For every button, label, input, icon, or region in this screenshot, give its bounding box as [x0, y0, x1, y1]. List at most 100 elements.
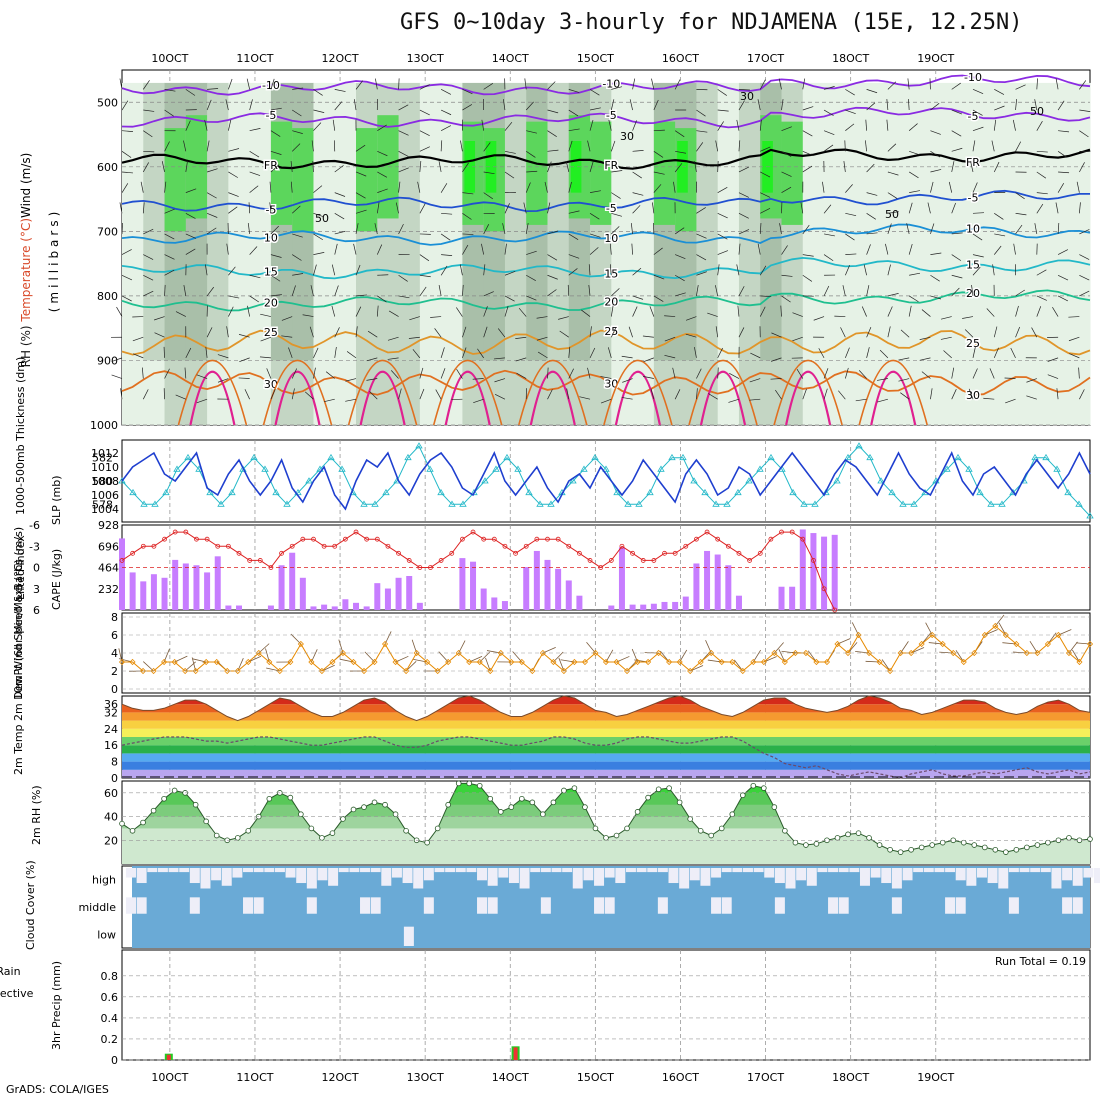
rh-cell	[866, 82, 889, 361]
wind-barb	[1004, 377, 1016, 379]
isotherm-label: 10	[604, 232, 618, 245]
wind-barb	[909, 272, 921, 276]
wind-barb	[951, 254, 962, 261]
cloud-high-gap	[232, 868, 243, 878]
wind-barb	[270, 150, 282, 155]
wind-barb	[845, 253, 857, 255]
rh-point	[655, 786, 662, 793]
lifted-index-point	[789, 529, 795, 535]
rh-cell-low	[419, 360, 442, 425]
cloud-mid-gap	[253, 897, 264, 914]
rh-cell-low	[377, 360, 400, 425]
thickness-point	[162, 488, 170, 496]
wind-barb	[993, 245, 1002, 255]
cloud-high-gap	[572, 868, 583, 889]
cloud-high-gap	[636, 868, 647, 873]
rh-cell	[994, 82, 1017, 361]
wind-barb	[419, 109, 430, 116]
wind-barb	[962, 316, 974, 319]
wind-barb	[249, 295, 260, 303]
temp-line	[121, 695, 1091, 722]
cape-bar	[395, 577, 402, 610]
wind-barb	[845, 265, 850, 276]
thickness-tick: 580	[92, 475, 113, 488]
lifted-index-point	[640, 558, 646, 563]
wind-barb	[664, 354, 676, 359]
cloud-high-gap	[647, 868, 658, 873]
rh-point	[782, 827, 788, 834]
wind-barb	[1036, 306, 1042, 317]
wind-barb	[313, 367, 316, 379]
wind-barb	[334, 327, 340, 338]
wind-barb	[1036, 150, 1048, 153]
wind-barb	[908, 295, 919, 303]
surface-wind-barb	[752, 649, 761, 663]
cloud-high-gap	[381, 868, 392, 886]
cloud-high-gap	[328, 868, 339, 886]
wind-barb	[898, 378, 910, 382]
rh-cell	[951, 82, 974, 361]
rh-cell-peak	[570, 141, 582, 193]
cloud-high-gap	[211, 868, 222, 881]
rh-cell	[441, 82, 463, 361]
wind-barb	[991, 140, 995, 152]
thickness-point	[459, 500, 467, 507]
wind-barb	[611, 226, 620, 235]
wind-barb	[770, 357, 782, 362]
wind-barb	[1057, 295, 1069, 302]
wind-barb	[921, 371, 931, 379]
wind-barb	[346, 351, 357, 359]
wind-barb	[270, 130, 281, 137]
cape-bar	[608, 605, 615, 610]
wind-barb	[717, 186, 728, 193]
wind-barb	[930, 388, 933, 400]
rh-point	[434, 825, 441, 832]
cloud-high-gap	[306, 868, 317, 889]
cape-bar	[129, 572, 136, 610]
rh-point	[908, 846, 914, 853]
rh-cell-low	[547, 360, 570, 425]
wind-barb	[142, 202, 145, 214]
cape-bar	[533, 550, 540, 610]
rh-point	[666, 785, 672, 791]
wind-barb	[398, 167, 409, 173]
wind-barb	[355, 171, 367, 177]
cape-bar	[501, 601, 508, 610]
isotherm-label: 30	[264, 378, 278, 391]
thickness-point	[998, 500, 1006, 507]
wind-barb	[968, 388, 974, 400]
wind-barb	[504, 121, 513, 131]
rh-point	[739, 792, 746, 799]
isotherm-label: 20	[264, 296, 278, 309]
wind-barb	[1026, 378, 1037, 383]
wind-barb	[313, 109, 325, 113]
slp-tick: 1010	[91, 461, 119, 474]
lifted-index-point	[300, 536, 306, 542]
wind-tick: 2	[111, 665, 118, 678]
cape-bar	[778, 586, 785, 610]
thickness-point	[382, 488, 390, 496]
rh-point	[1024, 844, 1030, 851]
lifted-index-point	[672, 550, 678, 556]
wind-speed-point	[1076, 658, 1083, 666]
wind-barb	[313, 252, 325, 255]
cloud-mid-gap	[955, 897, 966, 914]
isotherm-label: -5	[968, 192, 979, 205]
cape-bar	[353, 602, 360, 610]
wind-barb	[434, 328, 442, 338]
cape-bar	[523, 567, 530, 610]
rh-cell	[228, 82, 251, 361]
cape-bar	[416, 602, 423, 610]
wind-barb	[738, 166, 749, 173]
wind-barb	[121, 249, 132, 255]
cloud-high-gap	[806, 868, 817, 886]
wind-barb	[674, 79, 681, 90]
wind-speed-point	[318, 667, 325, 675]
cloud-high-gap	[1072, 868, 1083, 886]
lifted-index-point	[779, 529, 784, 535]
surface-wind-barb	[1047, 632, 1057, 645]
thickness-point	[448, 500, 456, 507]
wind-barb	[886, 119, 889, 131]
rh-point	[308, 825, 315, 832]
thickness-point	[1086, 512, 1094, 519]
